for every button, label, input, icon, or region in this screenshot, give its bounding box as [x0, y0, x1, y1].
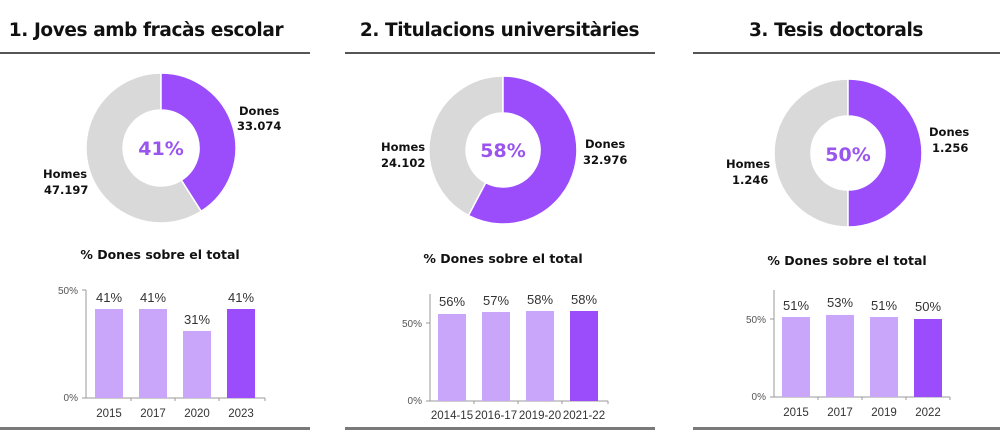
title-divider: [0, 52, 310, 54]
x-category-label: 2014-15: [431, 410, 473, 422]
bar-value-label: 57%: [483, 293, 509, 308]
bar-chart-title: % Dones sobre el total: [767, 253, 926, 268]
bottom-divider: [693, 427, 1000, 430]
x-category-label: 2020: [184, 408, 210, 420]
bar-2019-20: [526, 311, 554, 401]
bottom-divider: [345, 427, 655, 430]
homes-value: 1.246: [732, 173, 768, 187]
bar-value-label: 51%: [783, 298, 809, 313]
panel-title: 1. Joves amb fracàs escolar: [8, 20, 284, 41]
bottom-divider: [0, 427, 310, 430]
bar-value-label: 56%: [439, 294, 465, 309]
x-category-label: 2015: [783, 407, 809, 419]
homes-label: Homes: [43, 167, 87, 181]
panel-title: 3. Tesis doctorals: [748, 20, 924, 41]
bar-2015: [782, 317, 810, 397]
x-category-label: 2019: [871, 407, 897, 419]
donut-slice-homes: [85, 72, 203, 224]
bar-value-label: 50%: [915, 299, 941, 314]
donut-center-percentage: 50%: [825, 144, 870, 166]
homes-label: Homes: [726, 157, 770, 171]
panel-tesis-doctorals: 3. Tesis doctorals 50% Dones 1.256 Homes…: [666, 0, 1000, 437]
x-category-label: 2019-20: [519, 410, 561, 422]
y-tick-label-50: 50%: [402, 319, 422, 330]
x-category-label: 2016-17: [475, 410, 517, 422]
bar-value-label: 53%: [827, 295, 853, 310]
panel-joves-fracas-escolar: 1. Joves amb fracàs escolar 41% Dones 33…: [0, 0, 320, 437]
bar-2017: [826, 315, 854, 397]
x-category-label: 2015: [96, 408, 122, 420]
dones-label: Dones: [929, 125, 969, 139]
donut-chart: 50% Dones 1.256 Homes 1.246 % Dones sobr…: [726, 78, 969, 419]
x-category-label: 2023: [228, 408, 254, 420]
bar-value-label: 41%: [96, 290, 122, 305]
dones-value: 32.976: [583, 153, 627, 167]
bar-value-label: 58%: [527, 292, 553, 307]
dones-label: Dones: [239, 104, 279, 118]
x-category-label: 2017: [140, 408, 166, 420]
x-category-label: 2017: [827, 407, 853, 419]
donut-slice-dones: [467, 75, 578, 225]
donut-center-percentage: 58%: [480, 140, 525, 162]
homes-value: 24.102: [381, 156, 425, 170]
bar-2019: [870, 317, 898, 397]
bar-value-label: 58%: [571, 292, 597, 307]
bar-2017: [139, 309, 167, 398]
panel-title: 2. Titulacions universitàries: [359, 20, 640, 41]
panel-titulacions-universitaries: 2. Titulacions universitàries 58% Dones …: [333, 0, 666, 437]
title-divider: [345, 52, 655, 54]
donut-chart: 58% Dones 32.976 Homes 24.102 % Dones so…: [381, 75, 627, 422]
donut-slice-homes: [773, 78, 849, 228]
bar-2022: [914, 319, 942, 397]
donut-slice-dones: [160, 72, 237, 213]
donut-slice-dones: [847, 78, 923, 228]
title-divider: [693, 52, 1000, 54]
donut-center-percentage: 41%: [138, 138, 183, 160]
donut-chart: 41% Dones 33.074 Homes 47.197 % Dones so…: [43, 72, 281, 420]
bar-2016-17: [482, 312, 510, 401]
bar-chart-title: % Dones sobre el total: [80, 247, 239, 262]
bar-chart-title: % Dones sobre el total: [423, 251, 582, 266]
dones-value: 1.256: [932, 141, 968, 155]
x-category-label: 2022: [915, 407, 941, 419]
y-tick-label-50: 50%: [58, 286, 78, 297]
y-tick-label-50: 50%: [746, 315, 766, 326]
dones-label: Dones: [585, 137, 625, 151]
y-tick-label-0: 0%: [408, 396, 423, 407]
homes-label: Homes: [381, 140, 425, 154]
bar-value-label: 51%: [871, 298, 897, 313]
bar-value-label: 41%: [228, 290, 254, 305]
bar-2014-15: [438, 314, 466, 401]
bar-2021-22: [570, 311, 598, 401]
bar-2015: [95, 309, 123, 398]
bar-value-label: 41%: [140, 290, 166, 305]
donut-slice-homes: [428, 75, 504, 217]
bar-value-label: 31%: [184, 312, 210, 327]
homes-value: 47.197: [44, 183, 88, 197]
y-tick-label-0: 0%: [64, 393, 79, 404]
bar-2020: [183, 331, 211, 398]
dones-value: 33.074: [237, 119, 281, 133]
x-category-label: 2021-22: [563, 410, 605, 422]
y-tick-label-0: 0%: [752, 392, 767, 403]
bar-2023: [227, 309, 255, 398]
